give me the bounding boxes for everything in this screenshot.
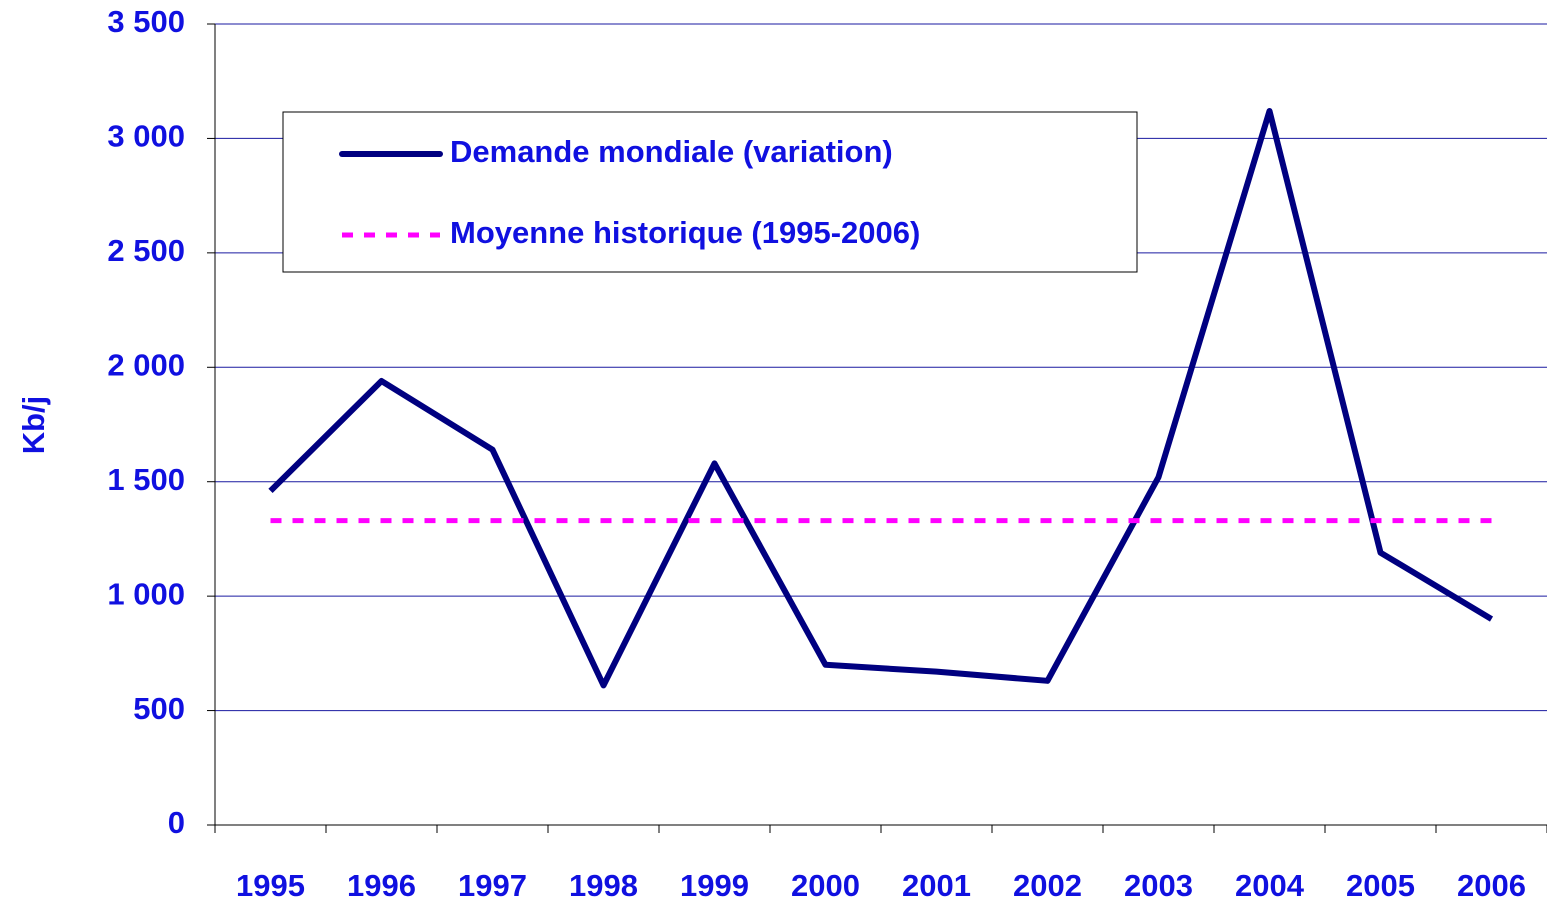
- legend-box: [282, 111, 1138, 273]
- x-tick-label: 2004: [1235, 868, 1305, 903]
- y-tick-label: 3 500: [107, 4, 185, 39]
- y-tick-label: 1 000: [107, 576, 185, 611]
- x-tick-label: 1998: [569, 868, 638, 903]
- x-tick-label: 2006: [1457, 868, 1526, 903]
- x-tick-label: 1995: [236, 868, 305, 903]
- x-tick-label: 1996: [347, 868, 416, 903]
- y-tick-label: 0: [168, 805, 185, 840]
- x-tick-label: 2003: [1124, 868, 1193, 903]
- x-tick-label: 2001: [902, 868, 971, 903]
- series-line: [268, 107, 1494, 689]
- x-tick-label: 1997: [458, 868, 527, 903]
- y-tick-label: 500: [133, 691, 185, 726]
- x-tick-label: 1999: [680, 868, 749, 903]
- x-tick-label: 2002: [1013, 868, 1082, 903]
- x-tick-label: 2005: [1346, 868, 1415, 903]
- y-tick-label: 2 500: [107, 233, 185, 268]
- y-tick-label: 3 000: [107, 119, 185, 154]
- legend-label: Demande mondiale (variation): [450, 134, 893, 169]
- y-tick-label: 2 000: [107, 347, 185, 382]
- y-axis-label: Kb/j: [16, 396, 51, 455]
- legend-label: Moyenne historique (1995-2006): [450, 215, 920, 250]
- y-tick-label: 1 500: [107, 462, 185, 497]
- x-tick-label: 2000: [791, 868, 860, 903]
